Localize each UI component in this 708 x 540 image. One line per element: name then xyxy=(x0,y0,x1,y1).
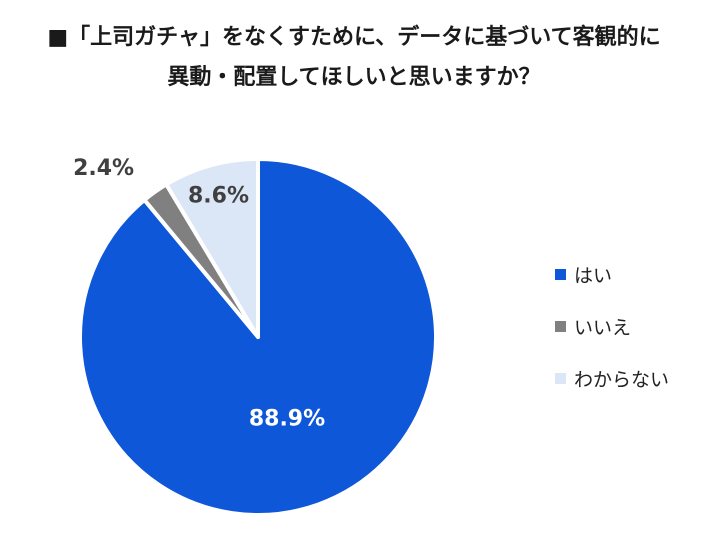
chart-title-line-2: 異動・配置してほしいと思いますか？ xyxy=(167,65,541,90)
legend-item-unsure: わからない xyxy=(555,366,670,391)
legend-item-yes: はい xyxy=(555,262,669,287)
data-label-unsure: 8.6% xyxy=(188,184,249,209)
legend-swatch-yes xyxy=(555,268,566,280)
legend-item-no: いいえ xyxy=(555,314,669,339)
pie-slice-unsure xyxy=(164,157,260,339)
legend-label-unsure: わからない xyxy=(574,368,670,391)
legend: はい いいえ わからない xyxy=(555,262,669,418)
legend-label-yes: はい xyxy=(574,264,613,287)
legend-swatch-unsure xyxy=(555,372,566,384)
legend-swatch-no xyxy=(555,320,566,332)
chart-title-line-1: ■「上司ガチャ」をなくすために、データに基づいて客観的に xyxy=(47,25,661,50)
chart-title: ■「上司ガチャ」をなくすために、データに基づいて客観的に 異動・配置してほしいと… xyxy=(0,18,708,98)
legend-label-no: いいえ xyxy=(574,316,632,339)
pie-slice-yes xyxy=(78,157,438,517)
data-label-yes: 88.9% xyxy=(249,406,325,431)
data-label-no: 2.4% xyxy=(73,156,134,181)
